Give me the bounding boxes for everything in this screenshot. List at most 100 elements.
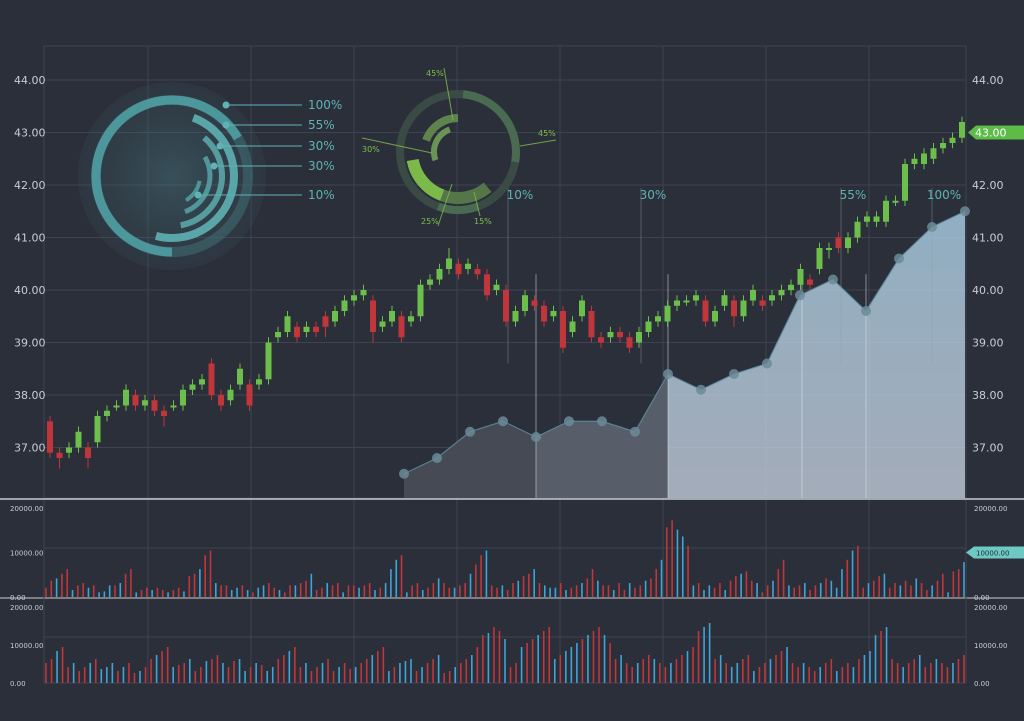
candle-body	[512, 311, 519, 322]
candle-body	[47, 421, 53, 453]
area-band	[404, 421, 536, 498]
y-tick-left: 38.00	[14, 389, 46, 402]
candle-body	[436, 269, 443, 280]
vol1-tick-left: 20000.00	[10, 505, 43, 513]
candle-body	[560, 311, 566, 348]
candle-body	[474, 269, 481, 275]
candle-body	[607, 332, 614, 338]
y-tick-right: 41.00	[972, 232, 1004, 245]
gauge-label: 100%	[308, 98, 342, 112]
candle-body	[379, 321, 386, 327]
candle-body	[911, 158, 918, 164]
candle-body	[151, 400, 158, 411]
vol2-tick-right: 20000.00	[974, 604, 1007, 612]
gauge-arc	[184, 180, 202, 202]
gauge2-leader	[519, 139, 557, 147]
gauge-label: 30%	[308, 139, 335, 153]
y-tick-right: 39.00	[972, 337, 1004, 350]
candle-body	[883, 200, 889, 222]
candle-body	[930, 148, 937, 159]
candle-body	[256, 379, 262, 385]
area-label: 30%	[640, 188, 667, 202]
y-tick-right: 38.00	[972, 389, 1004, 402]
area-label: 100%	[927, 188, 961, 202]
area-point	[828, 274, 838, 285]
candle-body	[759, 300, 766, 306]
candle-body	[104, 410, 110, 416]
candle-body	[550, 311, 557, 317]
area-label: 10%	[507, 188, 534, 202]
candle-body	[294, 326, 300, 338]
price-badge-label: 43.00	[975, 127, 1007, 140]
candle-body	[265, 342, 272, 380]
candle-body	[902, 164, 908, 201]
candle-body	[66, 447, 72, 453]
candle-body	[351, 295, 357, 301]
y-tick-left: 43.00	[14, 127, 46, 140]
candle-body	[484, 274, 490, 296]
y-tick-left: 42.00	[14, 179, 46, 192]
candle-body	[864, 216, 870, 222]
area-point	[498, 416, 508, 427]
candle-body	[246, 384, 253, 406]
candle-body	[284, 316, 291, 332]
area-point	[894, 253, 904, 264]
vol2-tick-left: 10000.00	[10, 642, 43, 650]
area-point	[399, 468, 409, 479]
candle-body	[655, 316, 661, 322]
candle-body	[208, 363, 215, 395]
area-point	[432, 453, 442, 463]
candle-body	[854, 221, 861, 238]
candle-body	[180, 389, 186, 406]
vol1-tick-right: 20000.00	[974, 505, 1007, 513]
candle-body	[959, 122, 965, 138]
gauge-glow	[78, 82, 266, 270]
gauge2-label: 45%	[426, 69, 444, 78]
candle-body	[389, 311, 395, 322]
candle-body	[161, 410, 167, 416]
vol2-tick-right: 0.00	[974, 680, 990, 688]
candle-body	[199, 379, 205, 385]
y-tick-left: 41.00	[14, 232, 46, 245]
candle-body	[370, 300, 376, 332]
candle-body	[940, 143, 946, 149]
candle-body	[85, 447, 91, 458]
candle-body	[664, 305, 671, 322]
candle-body	[816, 248, 823, 269]
y-tick-left: 44.00	[14, 74, 46, 87]
candle-body	[360, 290, 367, 296]
candle-body	[873, 216, 880, 222]
vol2-tick-right: 10000.00	[974, 642, 1007, 650]
candle-body	[522, 295, 528, 311]
candle-body	[541, 305, 547, 322]
candle-body	[712, 311, 718, 322]
vol1-tick-left: 0.00	[10, 594, 26, 602]
candle-body	[721, 295, 728, 306]
gauge2-label: 25%	[421, 217, 439, 226]
candle-body	[731, 300, 737, 317]
ring-gauge-large: 100% 55% 30% 30% 10%	[78, 82, 342, 270]
candle-body	[788, 284, 794, 290]
volume-panel-2	[45, 623, 965, 683]
candle-body	[617, 332, 623, 338]
candle-body	[332, 311, 338, 322]
gauge-label: 10%	[308, 188, 335, 202]
candle-body	[493, 284, 500, 290]
gauge2-label: 15%	[474, 217, 492, 226]
candle-body	[598, 337, 604, 343]
ring-gauge-small: 45% 45% 30% 25% 15%	[361, 67, 557, 227]
candle-body	[626, 337, 633, 348]
candle-body	[750, 290, 756, 301]
candle-body	[237, 368, 243, 385]
gauge2-arc	[422, 114, 459, 142]
area-point	[696, 384, 706, 395]
gauge-label: 30%	[308, 159, 335, 173]
y-tick-right: 40.00	[972, 284, 1004, 297]
candle-body	[123, 389, 129, 406]
price-badge	[968, 125, 1024, 140]
gauge2-arc	[406, 158, 445, 201]
gauge2-leader	[443, 67, 454, 121]
candle-body	[569, 321, 576, 332]
area-point	[729, 369, 739, 379]
candle-body	[275, 332, 281, 338]
